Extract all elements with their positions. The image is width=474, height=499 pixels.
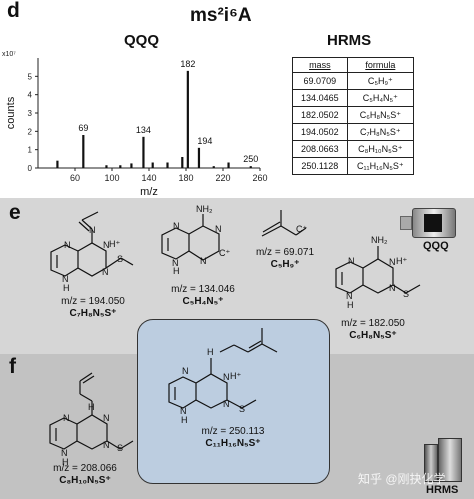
- atom-n: N: [62, 274, 69, 284]
- atom-nh: H: [63, 283, 70, 293]
- x-tick-label: 60: [70, 173, 80, 183]
- table-row: 194.0502 C₇H₈N₅S⁺: [292, 123, 415, 141]
- atom-n: N: [389, 283, 396, 293]
- atom-n: N: [172, 258, 179, 268]
- structure-250: [168, 328, 278, 409]
- panel-f-label: f: [9, 355, 16, 378]
- atom-s: S: [239, 404, 245, 414]
- atom-nh2: NH₂: [196, 204, 213, 214]
- atom-c-plus: C⁺: [219, 248, 230, 258]
- atom-n: N: [215, 224, 222, 234]
- atom-n: N: [103, 240, 110, 250]
- structure-134: [161, 214, 220, 261]
- table-row: 69.0709 C₅H₉⁺: [292, 72, 415, 90]
- y-tick-label: 0: [28, 164, 33, 173]
- hrms-table: mass formula 69.0709 C₅H₉⁺ 134.0465 C₅H₄N₅…: [292, 57, 415, 175]
- formula-cell: C₁₁H₁₆N₅S⁺: [346, 157, 415, 175]
- atom-n: N: [102, 267, 109, 277]
- peak-label: 194: [197, 136, 212, 146]
- atom-n: N: [173, 221, 180, 231]
- atom-nh: H: [207, 347, 214, 357]
- hrms-title: HRMS: [327, 32, 372, 49]
- atom-nh: H: [347, 300, 354, 310]
- fragment-formula: C₅H₉⁺: [270, 259, 300, 270]
- atom-n: N: [103, 413, 110, 423]
- panel-e-label: e: [9, 201, 21, 224]
- peak-label: 69: [78, 123, 88, 133]
- parent-mz: m/z = 250.113: [201, 426, 265, 437]
- fragment-mz: m/z = 194.050: [61, 296, 125, 307]
- y-tick-label: 3: [28, 109, 33, 118]
- structure-194: [50, 211, 134, 277]
- peak-label: 182: [180, 59, 195, 69]
- atom-n: N: [389, 257, 396, 267]
- x-tick-label: 180: [178, 173, 193, 183]
- atom-n: N: [63, 413, 70, 423]
- atom-nh-plus: H⁺: [230, 371, 241, 381]
- atom-n: N: [348, 256, 355, 266]
- qqq-instrument-label: QQQ: [423, 240, 449, 252]
- table-row: 134.0465 C₅H₄N₅⁺: [292, 89, 415, 107]
- panel-d-label: d: [7, 0, 20, 22]
- atom-nh: H: [88, 402, 95, 412]
- x-tick-label: 100: [104, 173, 119, 183]
- watermark: 知乎 @刚抉化学: [358, 472, 446, 486]
- atom-nh: H: [173, 266, 180, 276]
- x-tick-label: 260: [252, 173, 267, 183]
- fragment-formula: C₈H₁₀N₅S⁺: [59, 475, 111, 486]
- atom-n: N: [223, 399, 230, 409]
- x-axis-title: m/z: [140, 186, 158, 198]
- y-tick-label: 1: [28, 146, 33, 155]
- fragment-formula: C₇H₈N₅S⁺: [69, 308, 117, 319]
- table-row: 208.0663 C₈H₁₀N₅S⁺: [292, 140, 415, 158]
- structure-208: [49, 372, 134, 450]
- structure-69: [261, 210, 307, 237]
- peak-label: 250: [243, 154, 258, 164]
- atom-n: N: [103, 440, 110, 450]
- peak-label: 134: [136, 125, 151, 135]
- fragment-mz: m/z = 182.050: [341, 318, 405, 329]
- atom-n: N: [180, 406, 187, 416]
- atom-s: S: [117, 443, 123, 453]
- fragment-mz: m/z = 208.066: [53, 463, 117, 474]
- atom-n: N: [64, 240, 71, 250]
- qqq-title: QQQ: [124, 32, 160, 49]
- atom-c-plus: C⁺: [296, 224, 307, 234]
- atom-n: N: [89, 225, 96, 235]
- fragment-mz: m/z = 69.071: [255, 247, 315, 258]
- figure-title: ms²i⁶A: [190, 5, 252, 26]
- table-row: 250.1128 C₁₁H₁₆N₅S⁺: [292, 157, 415, 175]
- hrms-instrument-label: HRMS: [426, 484, 459, 496]
- atom-n: N: [61, 448, 68, 458]
- y-tick-label: 2: [28, 127, 33, 136]
- atom-nh: H: [181, 415, 188, 425]
- formula-cell: C₅H₄N₅⁺: [346, 89, 415, 107]
- atom-n: N: [223, 372, 230, 382]
- parent-formula: C₁₁H₁₆N₅S⁺: [205, 438, 261, 449]
- atom-nh-plus: H⁺: [109, 239, 120, 249]
- y-axis-title: counts: [5, 96, 17, 129]
- y-multiplier-label: x10⁷: [2, 51, 16, 58]
- x-tick-label: 140: [141, 173, 156, 183]
- atom-n: N: [200, 256, 207, 266]
- y-tick-label: 4: [28, 91, 33, 100]
- atom-nh2: NH₂: [371, 235, 388, 245]
- atom-n: N: [182, 366, 189, 376]
- fragment-formula: C₆H₈N₅S⁺: [349, 330, 397, 341]
- fragment-mz: m/z = 134.046: [171, 284, 235, 295]
- y-tick-label: 5: [28, 72, 33, 81]
- fragment-formula: C₅H₄N₅⁺: [182, 296, 224, 307]
- atom-s: S: [117, 254, 123, 264]
- atom-n: N: [346, 291, 353, 301]
- atom-nh: H: [62, 457, 69, 467]
- x-tick-label: 220: [215, 173, 230, 183]
- atom-s: S: [403, 289, 409, 299]
- atom-nh-plus: H⁺: [396, 256, 407, 266]
- hrms-instrument-icon: [424, 438, 464, 482]
- structure-182: [335, 246, 421, 294]
- qqq-instrument-icon: [400, 208, 462, 240]
- ms-spectrum-chart: 0 1 2 3 4 5 60 100 140 180 220 260 69 134 182 194 250 x10…: [2, 51, 268, 198]
